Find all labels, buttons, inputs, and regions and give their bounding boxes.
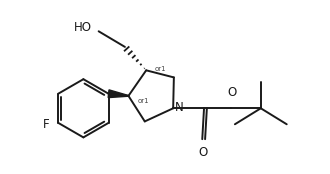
Text: O: O	[227, 86, 237, 99]
Text: F: F	[43, 118, 49, 131]
Text: HO: HO	[74, 21, 92, 34]
Polygon shape	[108, 90, 128, 98]
Text: or1: or1	[155, 66, 167, 72]
Text: N: N	[175, 101, 184, 114]
Text: or1: or1	[137, 98, 149, 104]
Text: O: O	[198, 146, 208, 159]
